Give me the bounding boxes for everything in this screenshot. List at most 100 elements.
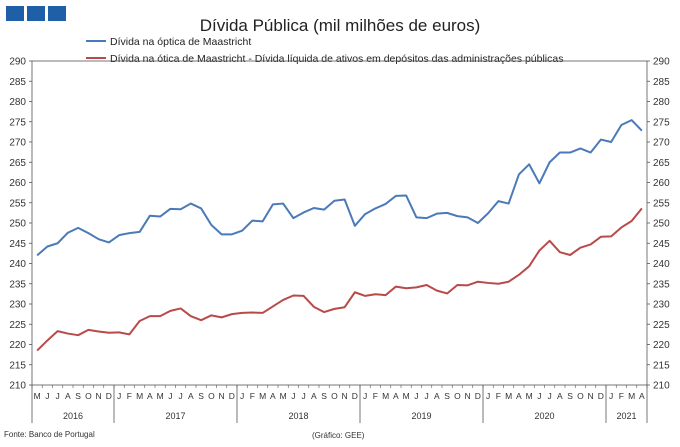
- x-month-label: D: [106, 391, 112, 401]
- x-month-label: S: [567, 391, 573, 401]
- x-month-label: S: [321, 391, 327, 401]
- y-tick-label-left: 250: [9, 219, 26, 230]
- source-note: Fonte: Banco de Portugal: [4, 430, 95, 439]
- x-month-label: J: [537, 391, 541, 401]
- x-month-label: F: [373, 391, 378, 401]
- y-tick-label-left: 260: [9, 178, 26, 189]
- x-month-label: F: [619, 391, 624, 401]
- legend-label-1: Dívida na óptica de Maastricht: [110, 36, 251, 48]
- x-month-label: J: [609, 391, 613, 401]
- y-tick-label-left: 285: [9, 77, 26, 88]
- chart-credit: (Gráfico: GEE): [312, 431, 364, 440]
- y-tick-label-left: 265: [9, 158, 26, 169]
- debt-line-chart: Dívida Pública (mil milhões de euros) Dí…: [0, 0, 680, 447]
- y-tick-label-right: 280: [653, 97, 670, 108]
- year-label: 2019: [411, 411, 431, 421]
- y-tick-label-left: 240: [9, 259, 26, 270]
- x-month-label: A: [147, 391, 153, 401]
- y-tick-label-right: 275: [653, 117, 670, 128]
- x-month-label: F: [250, 391, 255, 401]
- y-tick-label-right: 245: [653, 239, 670, 250]
- x-month-label: J: [56, 391, 60, 401]
- x-month-label: F: [496, 391, 501, 401]
- x-month-label: J: [117, 391, 121, 401]
- x-month-label: J: [302, 391, 306, 401]
- x-month-label: M: [505, 391, 512, 401]
- chart-title: Dívida Pública (mil milhões de euros): [200, 16, 481, 35]
- x-month-label: M: [259, 391, 266, 401]
- series-line-1: [37, 120, 642, 255]
- x-month-label: O: [331, 391, 338, 401]
- year-label: 2016: [63, 411, 83, 421]
- chart-series: [37, 120, 642, 350]
- y-tick-label-right: 230: [653, 300, 670, 311]
- x-month-label: O: [85, 391, 92, 401]
- x-month-label: J: [45, 391, 49, 401]
- x-month-label: M: [628, 391, 635, 401]
- x-month-label: N: [96, 391, 102, 401]
- y-tick-label-right: 225: [653, 320, 670, 331]
- year-label: 2017: [165, 411, 185, 421]
- x-month-label: O: [208, 391, 215, 401]
- y-tick-label-left: 225: [9, 320, 26, 331]
- y-tick-label-left: 275: [9, 117, 26, 128]
- y-tick-label-left: 215: [9, 360, 26, 371]
- y-tick-label-right: 255: [653, 198, 670, 209]
- y-tick-label-right: 260: [653, 178, 670, 189]
- x-month-label: N: [219, 391, 225, 401]
- legend-label-2: Dívida na ótica de Maastricht - Dívida l…: [110, 53, 563, 65]
- x-month-label: N: [588, 391, 594, 401]
- y-tick-label-right: 285: [653, 77, 670, 88]
- x-month-label: J: [168, 391, 172, 401]
- y-tick-label-right: 250: [653, 219, 670, 230]
- x-month-label: J: [291, 391, 295, 401]
- x-month-label: A: [434, 391, 440, 401]
- x-month-label: D: [598, 391, 604, 401]
- x-month-label: A: [557, 391, 563, 401]
- y-tick-label-right: 290: [653, 57, 670, 68]
- x-month-label: J: [179, 391, 183, 401]
- x-month-label: S: [198, 391, 204, 401]
- x-month-label: A: [188, 391, 194, 401]
- y-tick-label-left: 245: [9, 239, 26, 250]
- x-month-label: S: [75, 391, 81, 401]
- y-tick-label-right: 270: [653, 138, 670, 149]
- x-month-label: A: [639, 391, 645, 401]
- x-month-label: J: [548, 391, 552, 401]
- year-label: 2021: [616, 411, 636, 421]
- plot-frame: [32, 61, 647, 385]
- x-month-label: O: [454, 391, 461, 401]
- series-line-2: [37, 208, 642, 350]
- x-month-label: N: [342, 391, 348, 401]
- y-tick-label-left: 290: [9, 57, 26, 68]
- chart-axes: 210 210 215 215 220 220 225 225 230 230 235 235 240 2…: [9, 57, 670, 424]
- y-tick-label-right: 265: [653, 158, 670, 169]
- y-tick-label-right: 220: [653, 340, 670, 351]
- x-month-label: A: [516, 391, 522, 401]
- x-month-label: A: [311, 391, 317, 401]
- x-month-label: D: [475, 391, 481, 401]
- x-month-label: S: [444, 391, 450, 401]
- x-month-label: J: [414, 391, 418, 401]
- y-tick-label-left: 270: [9, 138, 26, 149]
- x-month-label: O: [577, 391, 584, 401]
- year-label: 2018: [288, 411, 308, 421]
- x-month-label: J: [240, 391, 244, 401]
- x-month-label: M: [136, 391, 143, 401]
- y-tick-label-left: 255: [9, 198, 26, 209]
- x-month-label: A: [65, 391, 71, 401]
- x-month-label: A: [393, 391, 399, 401]
- y-tick-label-left: 280: [9, 97, 26, 108]
- x-month-label: M: [526, 391, 533, 401]
- x-month-label: M: [280, 391, 287, 401]
- x-month-label: N: [465, 391, 471, 401]
- x-month-label: M: [382, 391, 389, 401]
- x-month-label: J: [425, 391, 429, 401]
- y-tick-label-left: 235: [9, 279, 26, 290]
- y-tick-label-right: 215: [653, 360, 670, 371]
- x-month-label: F: [127, 391, 132, 401]
- x-month-label: J: [363, 391, 367, 401]
- x-month-label: M: [34, 391, 41, 401]
- y-tick-label-left: 230: [9, 300, 26, 311]
- x-month-label: D: [229, 391, 235, 401]
